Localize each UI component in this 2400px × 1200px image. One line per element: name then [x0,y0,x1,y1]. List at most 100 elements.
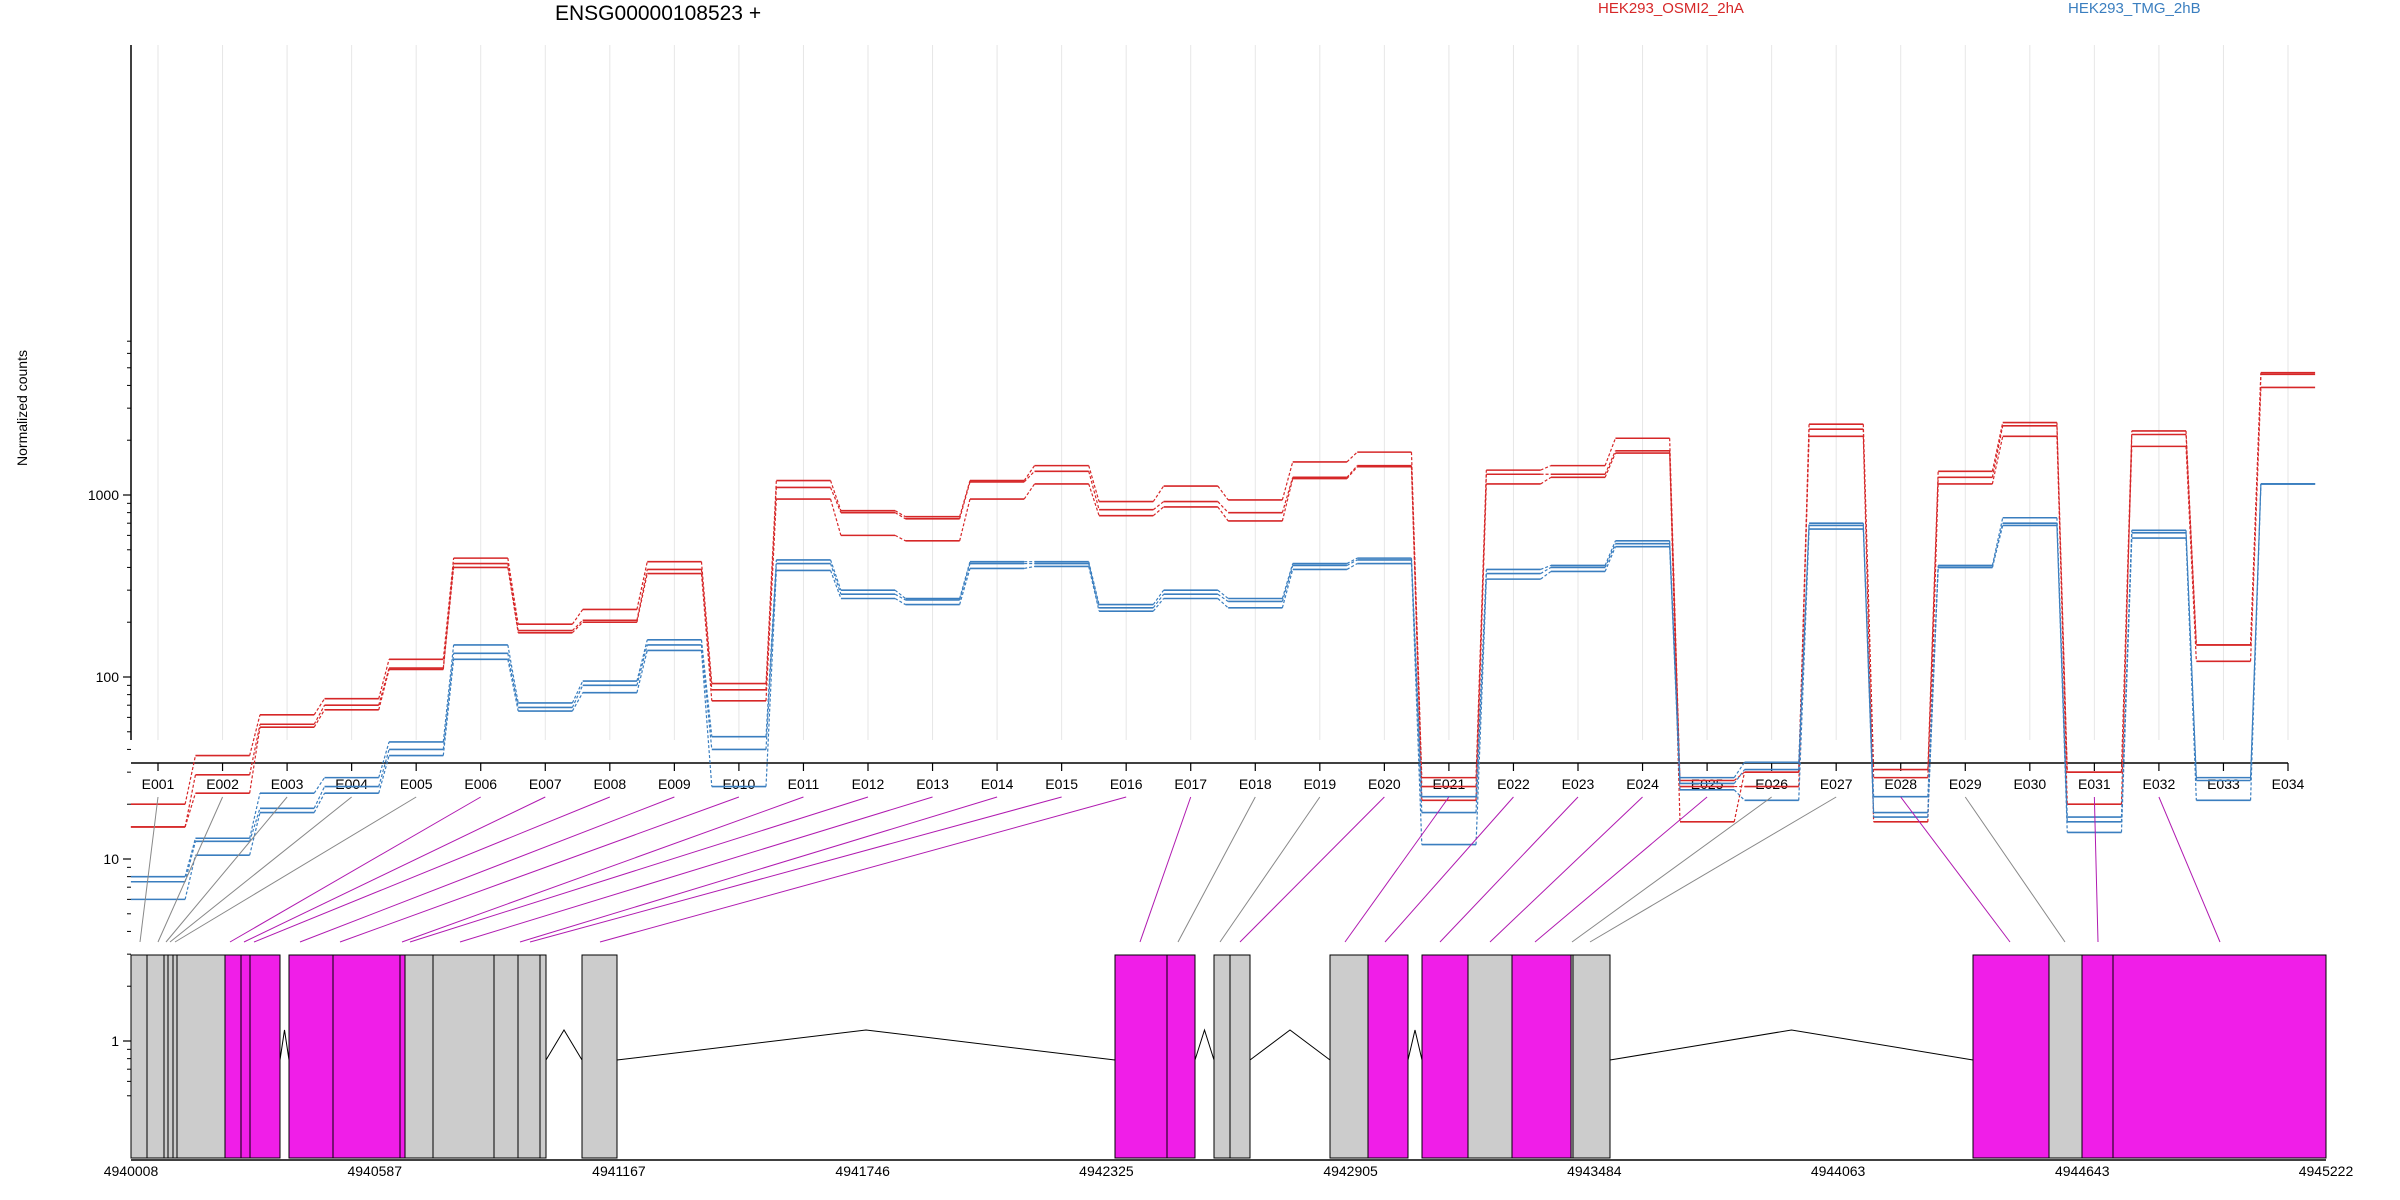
series-connector [571,621,584,634]
series-connector [829,563,842,595]
x-tick-label: E031 [2078,776,2111,792]
series-connector [442,567,455,670]
exon-box [517,954,541,1159]
gene-axis-tick-label: 4942905 [1323,1163,1378,1179]
series-connector [1475,569,1487,797]
x-tick-label: E019 [1303,776,1336,792]
intron-line [1609,1029,1974,1061]
series-connector [700,573,713,701]
exon-connector-line [339,796,740,943]
x-tick-label: E017 [1174,776,1207,792]
series-connector [507,558,519,625]
series-connector [1991,436,2004,485]
series-connector [1991,517,2004,566]
exon-connector-line [174,796,417,943]
exon-box [2048,954,2083,1159]
series-connector [2185,430,2197,645]
exon-connector-line [1177,796,1256,943]
series-connector [1733,769,1746,784]
series-connector [1346,466,1358,480]
exon-connector-line [1489,796,1643,943]
exon-box [1114,954,1168,1159]
exon-box [146,954,165,1159]
series-connector [700,639,713,737]
x-tick-label: E015 [1045,776,1078,792]
series-connector [700,561,713,684]
series-connector [1217,485,1229,501]
series-connector [2249,483,2262,801]
exon-connector-line [139,796,159,943]
series-connector [1152,506,1165,517]
exon-box [1467,954,1513,1159]
exon-connector-line [1239,796,1385,943]
x-tick-label: E030 [2013,776,2046,792]
x-tick-label: E029 [1949,776,1982,792]
y-axis-label: Normalized counts [14,350,30,466]
x-tick-label: E016 [1110,776,1143,792]
series-connector [442,653,455,750]
exon-connector-line [1384,796,1514,943]
x-tick-label: E001 [142,776,175,792]
series-connector [1152,593,1165,609]
x-tick-label: E010 [723,776,756,792]
series-connector [1088,483,1100,516]
series-connector [442,644,455,742]
series-connector [184,755,197,805]
series-connector [1798,525,1810,770]
exon-box [167,954,174,1159]
exon-connector-line [519,796,998,943]
series-connector [2120,538,2133,833]
exon-connector-line [1571,796,1772,943]
exon-connector-line [229,796,481,943]
series-connector [571,609,584,625]
x-tick-label: E027 [1820,776,1853,792]
exon-box [1229,954,1251,1159]
series-connector [1669,453,1681,822]
series-connector [1152,485,1165,502]
series-connector [1669,546,1681,790]
intron-line [545,1029,583,1061]
series-connector [1023,465,1036,481]
series-connector [442,558,455,660]
exon-connector-line [243,796,546,943]
series-connector [1604,450,1616,475]
series-connector [765,499,777,701]
exon-connector-line [169,796,352,943]
exon-box [1511,954,1572,1159]
gene-axis-tick-label: 4941746 [835,1163,890,1179]
exon-box [240,954,251,1159]
series-connector [1798,429,1810,787]
series-connector [1346,465,1358,478]
series-connector [1540,566,1552,575]
series-connector [442,563,455,669]
exon-box [249,954,281,1159]
series-connector [1152,501,1164,511]
series-connector [636,573,648,623]
x-tick-label: E028 [1884,776,1917,792]
series-connector [507,567,519,633]
y-tick-label: 1 [111,1033,119,1049]
series-connector [959,563,971,601]
series-connector [1475,579,1487,845]
series-connector [894,510,906,518]
series-connector [1088,566,1100,612]
series-connector [1152,589,1165,605]
series-connector [829,480,842,511]
x-tick-label: E008 [593,776,626,792]
exon-connector-line [157,796,224,943]
series-connector [2185,446,2197,662]
series-connector [636,561,648,610]
series-connector [1217,506,1229,522]
series-connector [1862,429,1875,778]
series-connector [442,659,455,756]
x-tick-label: E011 [788,776,820,792]
series-connector [313,792,326,813]
series-connector [1604,452,1616,478]
series-connector [894,593,906,601]
series-connector [1410,563,1423,845]
series-connector [1991,525,2004,568]
series-connector [249,793,261,839]
series-connector [378,755,390,794]
exon-box [130,954,148,1159]
exon-connector-line [1139,796,1192,943]
